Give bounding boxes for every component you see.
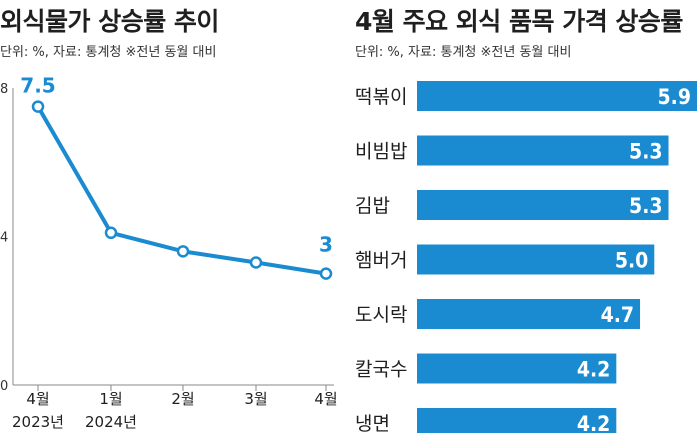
bar-value-label: 4.7 [601,303,634,327]
bar-chart-panel: 4월 주요 외식 품목 가격 상승률 단위: %, 자료: 통계청 ※전년 동월… [355,0,700,433]
x-tick-label: 4월 [26,390,49,408]
bar-category-label: 김밥 [355,195,390,217]
x-tick-label: 1월 [99,390,122,408]
y-tick-label: 8 [0,82,8,97]
y-tick-label: 0 [0,379,8,394]
data-label: 3 [319,233,333,257]
x-tick-label: 4월 [314,390,337,408]
line-chart-title: 외식물가 상승률 추이 [0,7,219,36]
bar-category-label: 햄버거 [355,250,407,272]
bar [417,408,617,433]
bar-value-label: 4.2 [577,358,610,382]
bar-value-label: 5.3 [629,194,662,218]
bar [417,190,669,220]
bar-chart-title: 4월 주요 외식 품목 가격 상승률 [355,7,683,36]
data-label: 7.5 [20,74,55,98]
bar-category-label: 비빔밥 [355,141,407,163]
data-point [176,245,190,258]
bar-value-label: 4.2 [577,412,610,433]
data-point [249,256,263,269]
bar [417,135,669,166]
line-chart: 8 4 0 4월 2023년 1월 2024년 2월 3월 4월 7.5 3 [0,74,338,431]
bar [417,299,641,329]
x-tick-label: 2월 [171,390,194,408]
bar-category-label: 냉면 [355,413,390,433]
bar-value-label: 5.3 [629,140,662,164]
data-point [104,226,118,240]
data-point [319,267,333,280]
bar [417,244,655,275]
bar [417,81,697,111]
line-chart-note: 단위: %, 자료: 통계청 ※전년 동월 대비 [0,45,217,60]
bar-value-label: 5.9 [658,85,691,109]
x-tick-label: 3월 [244,390,267,408]
y-tick-label: 4 [0,231,8,246]
bar-chart-note: 단위: %, 자료: 통계청 ※전년 동월 대비 [355,45,572,60]
bar-category-label: 칼국수 [355,359,407,381]
x-tick-year-label: 2024년 [85,413,137,431]
bar-category-label: 떡볶이 [355,86,407,108]
bar-chart: 떡볶이 5.9 비빔밥 5.3 김밥 5.3 햄버거 5.0 도시락 4.7 칼국수 4.2 냉면 4.2 [355,81,697,433]
data-point [31,100,45,113]
x-tick-year-label: 2023년 [12,413,64,431]
bar-value-label: 5.0 [615,249,648,273]
bar-category-label: 도시락 [355,304,407,326]
line-chart-panel: 외식물가 상승률 추이 단위: %, 자료: 통계청 ※전년 동월 대비 8 4 0… [0,0,340,433]
bar [417,353,617,384]
